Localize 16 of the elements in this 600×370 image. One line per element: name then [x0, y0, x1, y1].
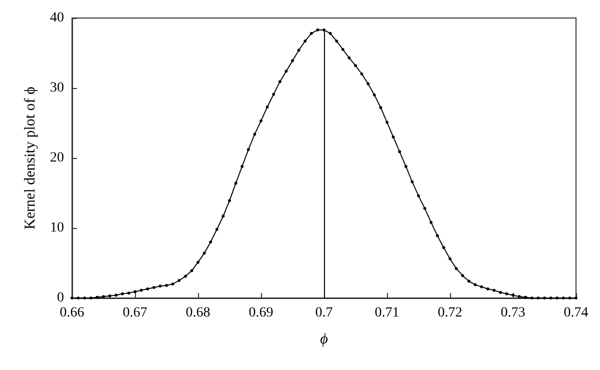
y-axis-title: Kernel density plot of ϕ	[22, 86, 38, 230]
y-tick-label: 10	[50, 220, 64, 236]
y-tick-label: 20	[50, 150, 64, 166]
x-tick-label: 0.71	[374, 306, 400, 320]
y-tick-label: 30	[50, 80, 64, 96]
y-tick-label: 40	[50, 10, 64, 26]
x-tick-label: 0.7	[315, 306, 333, 320]
x-tick-label: 0.68	[186, 306, 210, 320]
x-tick-label: 0.67	[122, 306, 148, 320]
y-tick-label: 0	[57, 290, 64, 306]
x-tick-label: 0.72	[438, 306, 462, 320]
x-tick-label: 0.74	[564, 306, 588, 320]
x-tick-label: 0.73	[500, 306, 526, 320]
x-tick-label: 0.69	[248, 306, 274, 320]
x-axis-title: ϕ	[320, 332, 328, 348]
x-tick-label: 0.66	[60, 306, 84, 320]
